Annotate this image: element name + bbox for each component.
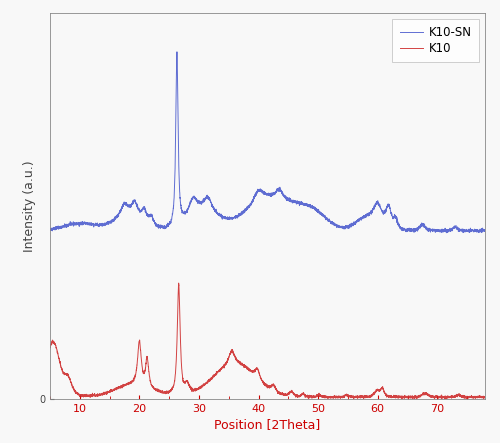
K10 (176, 280, 182, 286)
K10-SN (254, 188, 260, 194)
K10 (482, 394, 488, 399)
K10-SN (174, 49, 180, 54)
K10 (398, 396, 404, 401)
K10-SN (234, 214, 239, 219)
X-axis label: Position [2Theta]: Position [2Theta] (214, 418, 320, 431)
Y-axis label: Intensity (a.u.): Intensity (a.u.) (23, 160, 36, 252)
K10-SN (444, 230, 450, 235)
K10 (230, 350, 236, 355)
K10 (469, 394, 475, 400)
Line: K10: K10 (50, 283, 485, 399)
Legend: K10-SN, K10: K10-SN, K10 (392, 19, 479, 62)
K10-SN (363, 213, 369, 218)
K10-SN (482, 228, 488, 233)
K10-SN (447, 227, 453, 232)
K10-SN (469, 227, 475, 233)
Line: K10-SN: K10-SN (50, 52, 485, 233)
K10-SN (230, 216, 236, 222)
K10 (447, 394, 453, 400)
K10 (363, 394, 369, 399)
K10 (254, 366, 260, 371)
K10 (47, 345, 53, 350)
K10-SN (47, 226, 53, 231)
K10 (234, 356, 239, 361)
